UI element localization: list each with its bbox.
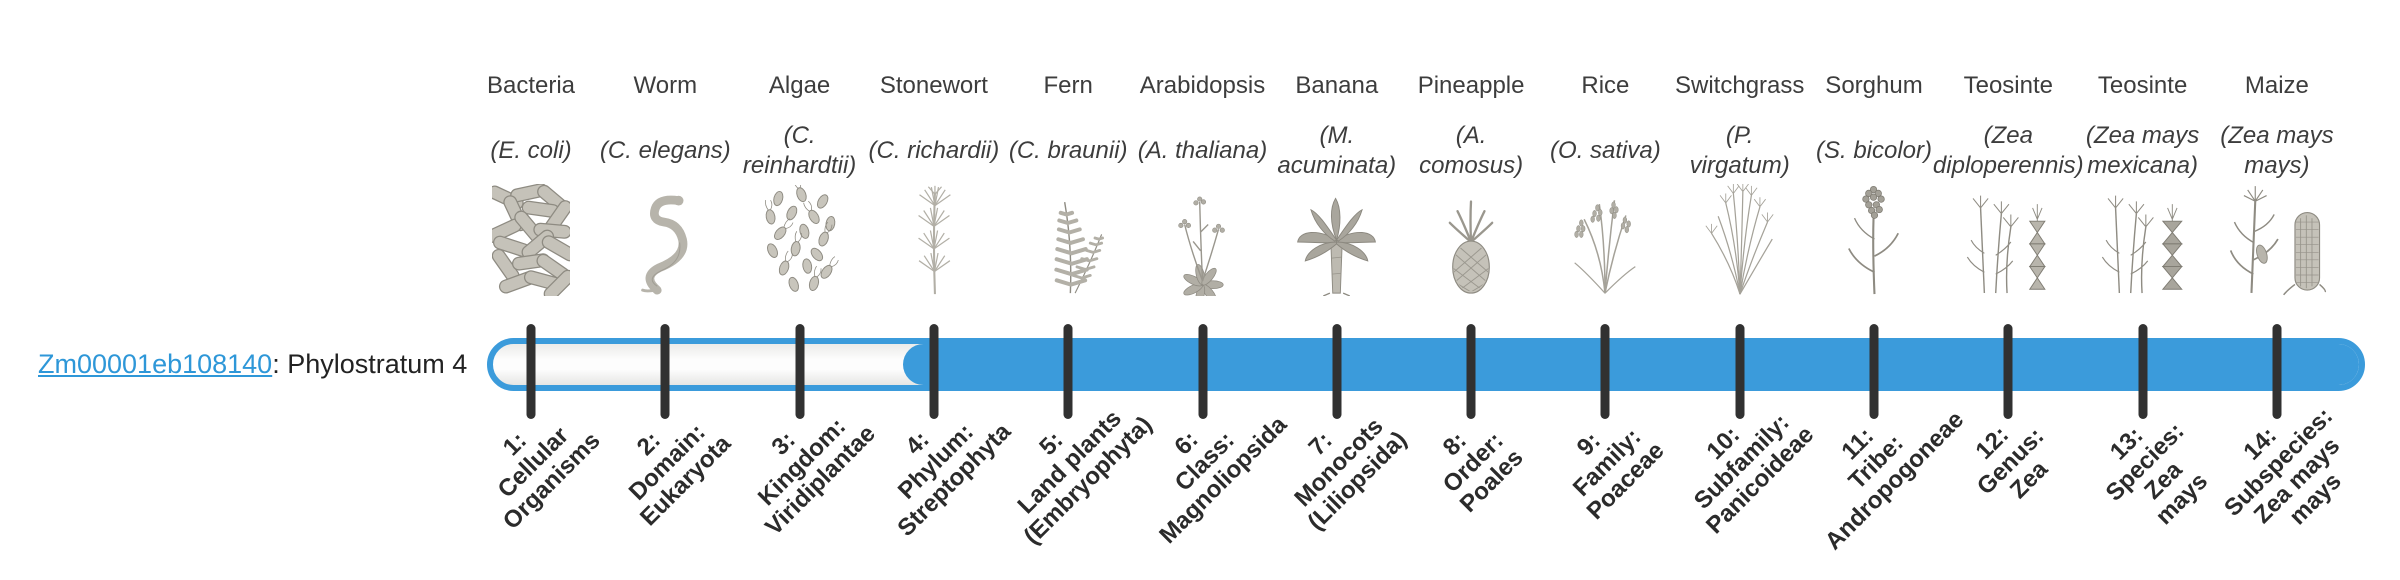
species-name: Arabidopsis bbox=[1139, 72, 1266, 99]
phylostratum-tick bbox=[1735, 324, 1745, 419]
phylostratum-tick bbox=[1600, 324, 1610, 419]
species-latin-name: (A. comosus) bbox=[1419, 122, 1524, 179]
species-name: Stonewort bbox=[879, 72, 988, 99]
teosinte-mexicana-illustration bbox=[2077, 168, 2209, 296]
phylostratum-tick bbox=[2272, 324, 2282, 419]
species-name: Teosinte bbox=[2097, 72, 2188, 99]
species-latin-name: (C. braunii) bbox=[1008, 137, 1128, 164]
species-name: Worm bbox=[633, 72, 698, 99]
species-name: Pineapple bbox=[1417, 72, 1525, 99]
pineapple-illustration bbox=[1405, 168, 1537, 296]
species-latin-name: (C. reinhardtii) bbox=[742, 122, 857, 179]
phylostratum-tick bbox=[1198, 324, 1207, 419]
species-latin-name: (Zea mays mexicana) bbox=[2085, 122, 2200, 179]
algae-illustration bbox=[734, 168, 866, 296]
maize-illustration bbox=[2211, 168, 2343, 296]
species-name: Maize bbox=[2244, 72, 2309, 99]
phylostratum-tick bbox=[2138, 324, 2148, 419]
arabidopsis-illustration bbox=[1137, 168, 1269, 296]
species-latin-name: (S. bicolor) bbox=[1815, 137, 1933, 164]
phylostratum-tick bbox=[526, 324, 536, 419]
switchgrass-illustration bbox=[1674, 168, 1806, 296]
species-name: Sorghum bbox=[1825, 72, 1923, 99]
species-latin-name: (O. sativa) bbox=[1550, 137, 1661, 164]
phylostratum-stage-label: 9: Family: Poaceae bbox=[1568, 422, 1670, 525]
phylostratum-tick bbox=[1063, 324, 1073, 419]
species-name: Algae bbox=[768, 72, 831, 99]
teosinte-diploperennis-illustration bbox=[1942, 168, 2074, 296]
species-name: Switchgrass bbox=[1675, 72, 1805, 99]
gene-phylostratum-text: : Phylostratum 4 bbox=[272, 349, 468, 379]
species-latin-name: (E. coli) bbox=[490, 137, 572, 164]
species-latin-name: (C. elegans) bbox=[599, 137, 731, 164]
phylostratum-tick bbox=[1466, 324, 1476, 419]
phylostratum-tick bbox=[795, 324, 805, 419]
phylostratum-tick bbox=[1332, 324, 1342, 419]
phylostratum-stage-label: 13: Species: Zea mays bbox=[2100, 417, 2213, 530]
sorghum-illustration bbox=[1808, 168, 1940, 296]
timeline-bar bbox=[487, 338, 2365, 391]
species-name: Teosinte bbox=[1963, 72, 2053, 99]
species-name: Banana bbox=[1295, 72, 1379, 99]
species-latin-name: (A. thaliana) bbox=[1137, 137, 1268, 164]
species-latin-name: (C. richardii) bbox=[868, 137, 1000, 164]
phylostratum-stage-label: 12: Genus: Zea bbox=[1970, 421, 2053, 505]
species-latin-name: (P. virgatum) bbox=[1689, 122, 1790, 179]
bacteria-illustration bbox=[465, 168, 597, 296]
species-name: Rice bbox=[1581, 72, 1630, 99]
banana-illustration bbox=[1271, 168, 1403, 296]
gene-label: Zm00001eb108140: Phylostratum 4 bbox=[38, 349, 467, 379]
species-latin-name: (Zea mays mays) bbox=[2220, 122, 2334, 179]
timeline-bar-fill bbox=[903, 344, 2359, 385]
phylostratum-stage-label: 8: Order: Poales bbox=[1437, 426, 1529, 518]
stonewort-illustration bbox=[868, 168, 1000, 296]
phylostratum-tick bbox=[1869, 324, 1879, 419]
gene-id-link[interactable]: Zm00001eb108140 bbox=[38, 349, 273, 379]
worm-illustration bbox=[599, 168, 731, 296]
rice-illustration bbox=[1539, 168, 1671, 296]
species-name: Bacteria bbox=[486, 72, 576, 99]
species-latin-name: (Zea diploperennis) bbox=[1932, 122, 2084, 179]
species-name: Fern bbox=[1043, 72, 1093, 99]
phylostratum-tick bbox=[2003, 324, 2013, 419]
fern-illustration bbox=[1002, 168, 1134, 296]
phylostratum-tick bbox=[929, 324, 939, 419]
species-latin-name: (M. acuminata) bbox=[1277, 122, 1397, 179]
phylostratum-stage-label: 14: Subspecies: Zea mays mays bbox=[2219, 402, 2347, 531]
phylostratum-tick bbox=[660, 324, 670, 419]
